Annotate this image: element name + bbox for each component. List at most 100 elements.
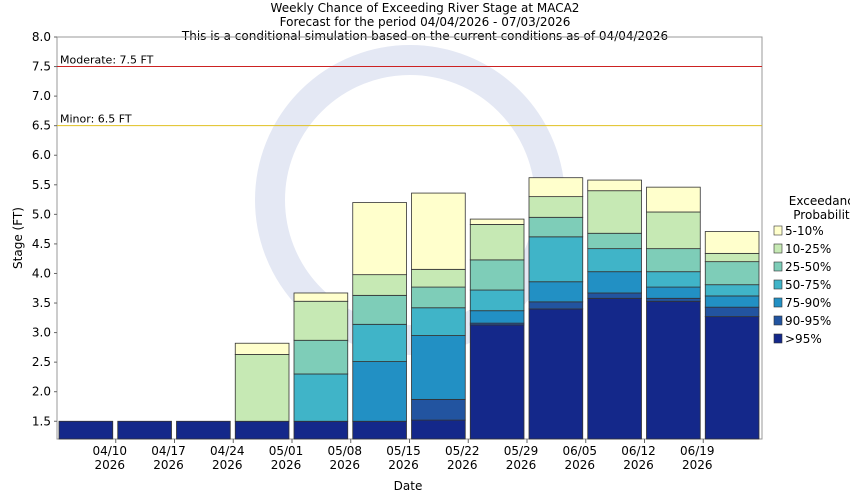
x-tick-label: 06/05 2026 [562, 444, 597, 472]
legend-label: >95% [785, 332, 822, 346]
x-tick-label: 06/19 2026 [680, 444, 715, 472]
bar-segment [528, 236, 584, 283]
bar-segment [587, 271, 642, 294]
legend-label: 75-90% [785, 296, 831, 310]
legend-swatch [773, 333, 783, 344]
bar-segment [293, 300, 349, 341]
bar-segment [646, 211, 701, 250]
bar-segment [646, 271, 701, 288]
bar-segment [587, 232, 642, 250]
y-tick-label: 7.0 [32, 89, 51, 103]
x-tick-label: 05/01 2026 [269, 444, 304, 472]
x-tick-label: 04/10 2026 [92, 444, 127, 472]
bar-segment [469, 218, 525, 225]
bar-segment [293, 420, 349, 440]
bar-segment [411, 307, 466, 336]
bar-segment [411, 192, 466, 270]
bar-segment [587, 248, 642, 273]
bar-segment [352, 420, 407, 440]
x-tick-label: 04/24 2026 [210, 444, 245, 472]
bar-segment [293, 339, 349, 375]
x-tick-label: 04/17 2026 [151, 444, 186, 472]
legend-label: 25-50% [785, 260, 831, 274]
bar-segment [587, 190, 642, 234]
legend-label: 10-25% [785, 242, 831, 256]
bar-segment [469, 310, 525, 324]
legend-swatch [773, 225, 783, 236]
bar-segment [352, 361, 407, 422]
legend-swatch [773, 315, 783, 326]
y-tick-label: 2.0 [32, 385, 51, 399]
bar-segment [58, 420, 114, 440]
threshold-label: Minor: 6.5 FT [60, 113, 132, 126]
y-tick-label: 5.0 [32, 207, 51, 221]
bar-segment [411, 398, 466, 421]
y-tick-label: 1.5 [32, 414, 51, 428]
bar-segment [411, 335, 466, 400]
legend-swatch [773, 261, 783, 272]
y-tick-label: 4.5 [32, 237, 51, 251]
bar-segment [646, 286, 701, 299]
bar-segment [528, 177, 584, 198]
bar-segment [646, 186, 701, 213]
y-tick-label: 6.0 [32, 148, 51, 162]
y-tick-label: 7.5 [32, 60, 51, 74]
y-tick-label: 4.0 [32, 266, 51, 280]
bar-segment [469, 224, 525, 261]
y-tick-label: 3.5 [32, 296, 51, 310]
bar-segment [469, 289, 525, 312]
bar-segment [234, 420, 290, 440]
bar-segment [704, 295, 760, 308]
bar-segment [587, 297, 642, 440]
bar-segment [704, 261, 760, 286]
legend-title: ExceedanceProbability [789, 194, 850, 222]
bar-segment [704, 306, 760, 318]
bar-segment [411, 286, 466, 309]
legend-label: 90-95% [785, 314, 831, 328]
x-tick-label: 05/08 2026 [327, 444, 362, 472]
bar-segment [176, 420, 231, 440]
x-tick-label: 05/15 2026 [386, 444, 421, 472]
legend-label: 50-75% [785, 278, 831, 292]
bar-segment [469, 259, 525, 291]
chart-subtitle: Forecast for the period 04/04/2026 - 07/… [280, 15, 571, 29]
y-tick-label: 2.5 [32, 355, 51, 369]
bar-segment [469, 324, 525, 440]
bar-segment [411, 419, 466, 440]
chart-title: Weekly Chance of Exceeding River Stage a… [271, 1, 580, 15]
y-tick-label: 8.0 [32, 30, 51, 44]
threshold-label: Moderate: 7.5 FT [60, 54, 154, 67]
bar-segment [528, 281, 584, 303]
y-tick-label: 3.0 [32, 326, 51, 340]
bar-segment [704, 252, 760, 263]
bar-segment [528, 216, 584, 238]
bar-segment [646, 300, 701, 440]
bar-segment [352, 294, 407, 325]
x-tick-label: 05/22 2026 [445, 444, 480, 472]
bar-segment [528, 301, 584, 310]
bar-segment [293, 373, 349, 422]
x-tick-label: 05/29 2026 [504, 444, 539, 472]
bar-segment [646, 297, 701, 302]
chart-subtitle: This is a conditional simulation based o… [181, 29, 668, 43]
bar-segment [646, 248, 701, 273]
x-tick-label: 06/12 2026 [621, 444, 656, 472]
bar-segment [352, 274, 407, 296]
legend-swatch [773, 243, 783, 254]
bar-segment [352, 323, 407, 362]
bar-segment [528, 196, 584, 218]
y-tick-label: 6.5 [32, 119, 51, 133]
bar-segment [704, 284, 760, 297]
bar-segment [234, 354, 290, 422]
x-axis-label: Date [394, 479, 423, 493]
legend-swatch [773, 279, 783, 290]
bar-segment [117, 420, 172, 440]
bar-segment [293, 292, 349, 302]
bar-segment [234, 342, 290, 355]
bar-segment [587, 179, 642, 192]
bar-segment [411, 268, 466, 288]
legend-swatch [773, 297, 783, 308]
y-axis-label: Stage (FT) [11, 207, 25, 269]
